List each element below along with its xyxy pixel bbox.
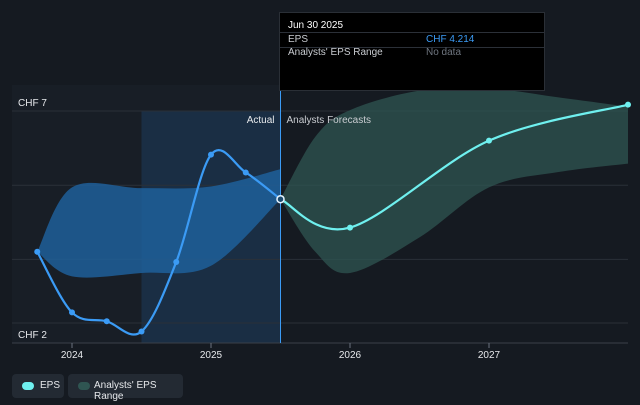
- x-tick-label: 2027: [478, 350, 501, 361]
- eps-point[interactable]: [625, 101, 631, 108]
- eps-point[interactable]: [173, 258, 180, 265]
- x-axis: 2024 2025 2026 2027: [61, 343, 501, 361]
- tooltip: Jun 30 2025 EPS CHF 4.214 Analysts' EPS …: [279, 12, 545, 91]
- tooltip-range-label: Analysts' EPS Range: [288, 47, 383, 58]
- analysts-eps-range-forecast: [280, 87, 628, 274]
- eps-point[interactable]: [347, 224, 353, 231]
- eps-point[interactable]: [138, 328, 145, 335]
- legend-eps-label: EPS: [40, 380, 61, 391]
- range-swatch-icon: [78, 382, 90, 390]
- eps-point[interactable]: [276, 194, 285, 204]
- gridlines: [12, 110, 628, 344]
- tooltip-range-value: No data: [426, 47, 462, 58]
- tooltip-row-range: Analysts' EPS Range No data: [280, 46, 544, 60]
- legend-item-eps[interactable]: EPS: [12, 374, 64, 398]
- legend-item-analysts-range[interactable]: Analysts' EPS Range: [68, 374, 183, 402]
- tooltip-date: Jun 30 2025: [288, 20, 344, 31]
- analysts-eps-range-actual: [37, 169, 281, 278]
- eps-point[interactable]: [208, 151, 214, 158]
- y-tick-label-bottom: CHF 2: [18, 330, 47, 341]
- eps-line-forecast: [279, 103, 629, 231]
- eps-point[interactable]: [69, 309, 75, 316]
- tooltip-eps-label: EPS: [288, 34, 309, 45]
- eps-points: [34, 101, 631, 335]
- eps-swatch-icon: [22, 382, 34, 390]
- x-tick-label: 2026: [339, 350, 362, 361]
- eps-point[interactable]: [486, 137, 492, 144]
- actual-label: Actual: [247, 115, 275, 126]
- tooltip-eps-value: CHF 4.214: [426, 34, 475, 45]
- x-tick-label: 2024: [61, 350, 84, 361]
- eps-point[interactable]: [103, 318, 110, 325]
- x-tick-label: 2025: [200, 350, 223, 361]
- eps-point[interactable]: [34, 248, 41, 255]
- eps-point[interactable]: [242, 169, 249, 176]
- legend-range-label: Analysts' EPS Range: [94, 380, 157, 402]
- y-tick-label-top: CHF 7: [18, 98, 47, 109]
- tooltip-row-eps: EPS CHF 4.214: [280, 32, 544, 48]
- analysts-forecasts-label: Analysts Forecasts: [287, 115, 371, 126]
